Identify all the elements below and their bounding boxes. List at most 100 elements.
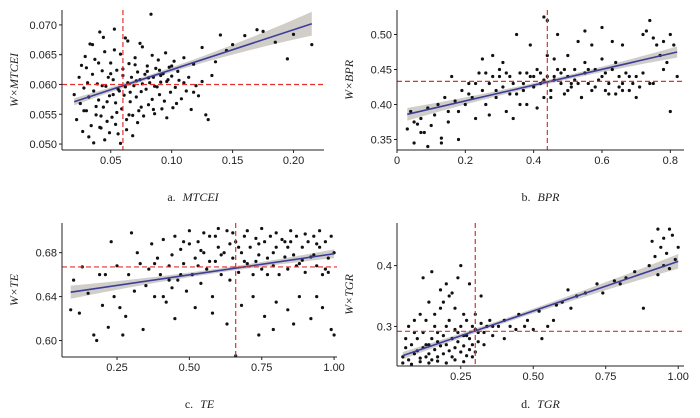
data-point-c-108 (332, 333, 336, 337)
caption-variable-d: TGR (537, 397, 560, 411)
data-point-c-88 (216, 226, 220, 231)
data-point-c-8 (103, 273, 107, 277)
data-point-a-0 (72, 93, 76, 97)
x-tick-label-d-1: 0.50 (523, 371, 544, 383)
data-point-b-13 (453, 99, 457, 103)
data-point-d-22 (441, 334, 445, 338)
panel-a-mtcei: 0.05 0.10 0.15 0.20 0.050 0.055 0.060 0.065 0.07… (7, 10, 324, 204)
data-point-b-120 (641, 71, 645, 75)
y-tick-label-d-1: 0.4 (377, 261, 392, 273)
data-point-c-114 (167, 278, 171, 282)
data-point-d-47 (476, 340, 480, 344)
data-point-c-47 (225, 229, 229, 233)
data-point-d-48 (479, 321, 483, 325)
data-point-c-143 (98, 273, 102, 277)
x-tick-label-d-2: 0.75 (595, 371, 616, 383)
data-point-b-74 (661, 39, 666, 44)
data-point-b-142 (614, 60, 618, 65)
data-point-a-46 (131, 113, 135, 117)
data-point-c-140 (326, 270, 330, 274)
data-point-a-147 (192, 90, 196, 94)
data-point-b-107 (661, 67, 666, 72)
data-point-d-64 (566, 288, 570, 292)
data-point-b-16 (463, 102, 467, 107)
data-point-b-131 (446, 120, 450, 124)
data-point-b-0 (405, 127, 409, 131)
data-point-a-15 (93, 57, 97, 62)
data-point-a-77 (168, 90, 173, 94)
fit-line-c (70, 252, 335, 293)
data-point-c-111 (271, 327, 275, 332)
data-point-b-10 (443, 95, 447, 100)
data-point-d-88 (421, 276, 425, 280)
data-point-b-92 (501, 60, 505, 65)
data-point-d-97 (418, 312, 422, 316)
data-point-d-14 (430, 337, 434, 341)
data-point-d-87 (656, 273, 660, 277)
data-point-b-139 (566, 53, 570, 58)
data-point-a-19 (98, 30, 102, 34)
data-point-b-30 (511, 81, 515, 86)
confidence-band-c (70, 249, 335, 299)
data-point-c-125 (323, 267, 327, 271)
data-point-d-74 (647, 264, 651, 268)
data-point-c-40 (205, 267, 209, 271)
data-point-d-107 (436, 359, 440, 363)
data-point-b-37 (535, 67, 539, 72)
data-point-c-79 (318, 245, 322, 249)
panel-c-te: 0.25 0.50 0.75 1.00 0.60 0.64 0.68 W×TE c. TE (7, 223, 345, 411)
data-point-b-27 (501, 85, 505, 89)
data-point-b-84 (600, 25, 604, 30)
data-point-c-135 (257, 242, 261, 246)
data-point-a-113 (114, 122, 118, 126)
data-point-d-5 (415, 337, 419, 341)
data-point-c-20 (147, 267, 151, 271)
data-point-c-91 (260, 226, 264, 231)
data-point-b-24 (491, 74, 495, 79)
data-point-d-19 (436, 355, 440, 359)
data-point-b-57 (603, 88, 608, 93)
data-point-a-131 (159, 73, 163, 78)
data-point-c-37 (196, 240, 200, 244)
data-point-d-39 (465, 354, 469, 358)
data-point-c-57 (254, 236, 258, 240)
data-point-b-96 (508, 92, 512, 96)
data-point-d-2 (407, 358, 411, 362)
data-point-b-21 (480, 88, 484, 93)
data-point-c-12 (118, 306, 122, 310)
data-point-c-78 (315, 264, 319, 268)
data-point-b-36 (532, 85, 536, 89)
data-point-c-36 (193, 256, 197, 260)
data-point-b-95 (494, 88, 498, 93)
x-tick-label-a-2: 0.15 (222, 155, 243, 167)
x-tick-label-a-3: 0.20 (283, 155, 304, 167)
data-point-a-33 (115, 68, 119, 72)
data-point-a-14 (92, 89, 96, 93)
data-point-b-99 (549, 95, 553, 100)
data-point-c-42 (210, 295, 215, 299)
data-point-d-4 (412, 352, 416, 356)
data-point-a-25 (105, 119, 109, 123)
data-point-a-72 (162, 99, 166, 103)
data-point-a-115 (125, 128, 129, 132)
regression-line-d (402, 260, 679, 357)
data-point-c-141 (121, 333, 125, 337)
y-axis-title-d: W×TGR (342, 273, 356, 314)
data-point-d-61 (546, 324, 550, 328)
data-point-c-23 (155, 256, 160, 260)
data-point-c-70 (292, 253, 296, 257)
x-tick-label-c-2: 0.75 (251, 362, 272, 374)
data-point-c-138 (300, 258, 304, 262)
caption-prefix-a: a. (167, 190, 175, 204)
data-point-a-53 (139, 90, 143, 94)
data-point-a-32 (114, 101, 118, 105)
data-point-b-118 (617, 85, 621, 89)
data-point-b-59 (610, 67, 614, 72)
y-tick-label-a-3: 0.065 (29, 50, 57, 62)
x-tick-label-a-1: 0.10 (161, 155, 182, 167)
data-point-a-70 (160, 107, 164, 111)
data-point-a-151 (127, 113, 131, 117)
tick-labels-c: 0.25 0.50 0.75 1.00 0.60 0.64 0.68 (36, 248, 345, 374)
data-point-a-31 (112, 27, 116, 31)
data-point-d-103 (401, 361, 405, 365)
